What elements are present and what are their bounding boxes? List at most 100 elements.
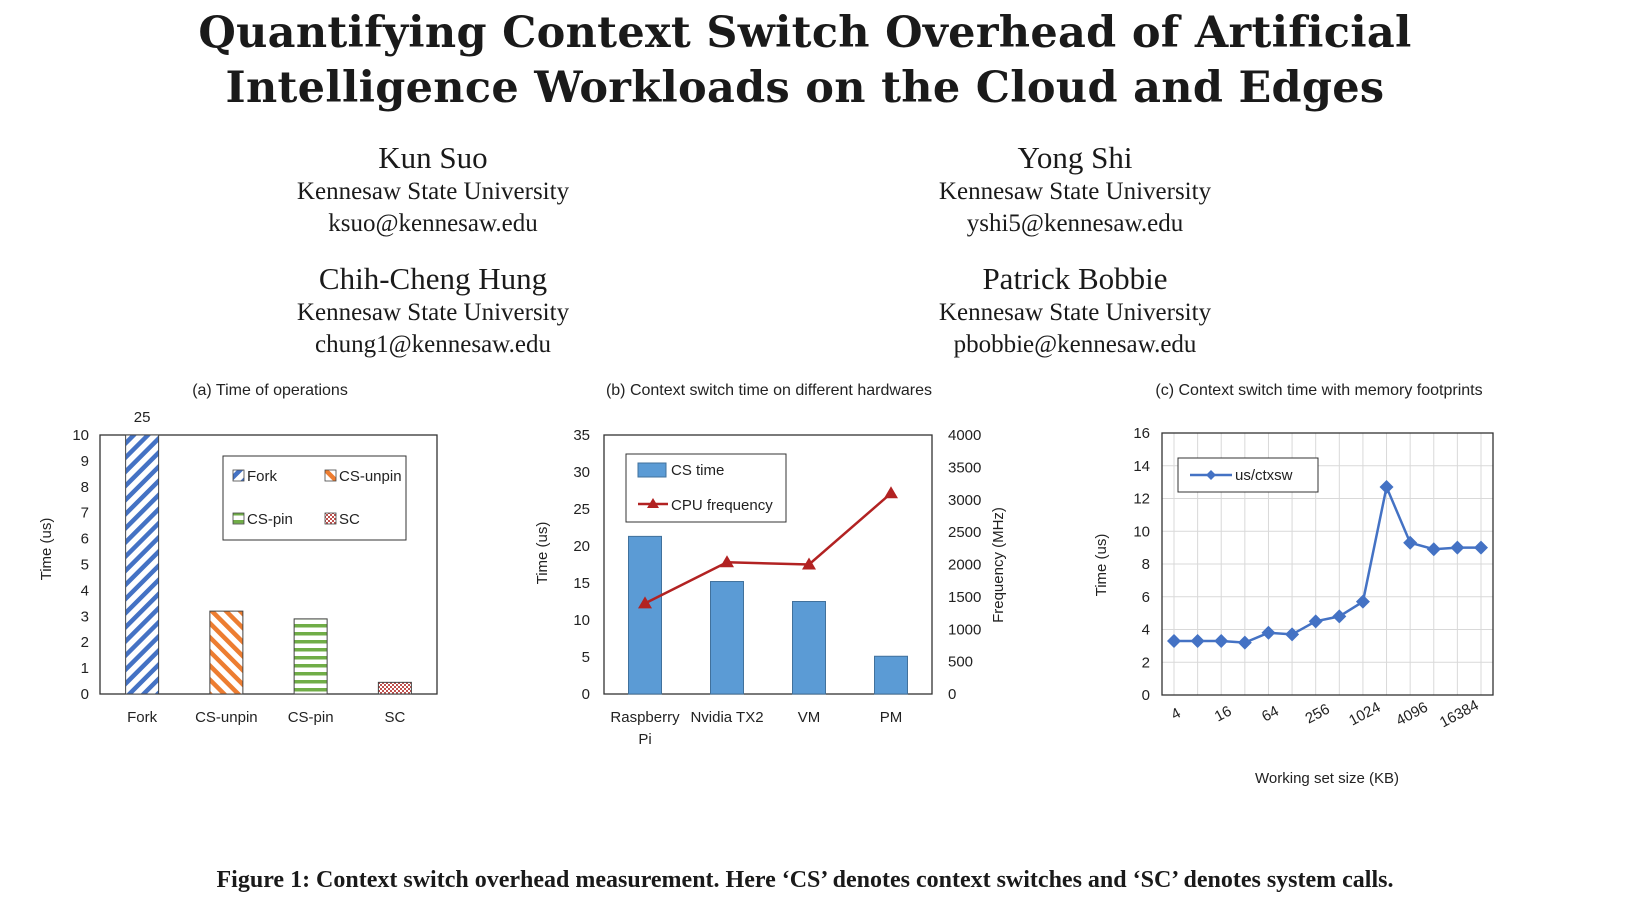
x-tick-label: VM [798,709,821,726]
x-tick-label: 16384 [1437,697,1482,732]
y-tick-label: 1 [81,660,89,677]
legend-label-sc: SC [339,511,360,528]
point-us-ctxsw [1403,535,1418,550]
chart-b-legend: CS time CPU frequency [625,453,787,523]
y-tick-label: 30 [573,464,590,481]
bar-cs-pin [293,618,328,695]
legend-label-cs-time: CS time [671,462,724,479]
chart-c-title: (c) Context switch time with memory foot… [1155,382,1482,399]
y-tick-label: 10 [1133,523,1150,540]
author-affiliation: Kennesaw State University [938,178,1212,205]
point-us-ctxsw [1474,540,1488,555]
x-tick-label: CS-unpin [195,709,258,726]
y-tick-label: 12 [1133,491,1150,508]
author-block: Chih-Cheng Hung Kennesaw State Universit… [123,261,743,361]
y2-tick-label: 2500 [948,524,981,541]
legend-label-cs-unpin: CS-unpin [339,468,402,485]
x-tick-label: CS-pin [288,709,334,726]
bar-raspberry-pi [628,535,662,695]
point-cpu-frequency [638,596,652,609]
y2-tick-label: 1500 [948,589,981,606]
y-tick-label: 8 [81,479,89,496]
point-us-ctxsw [1308,614,1323,629]
bar-pm [874,655,908,695]
y2-tick-label: 3500 [948,459,981,476]
y-tick-label: 14 [1133,458,1150,475]
data-label: 25 [134,409,151,426]
point-us-ctxsw [1285,627,1300,642]
chart-c: (c) Context switch time with memory foot… [1093,382,1494,787]
line-cpu-frequency [644,492,892,605]
y-tick-label: 20 [573,538,590,555]
point-us-ctxsw [1261,625,1276,640]
y-tick-label: 6 [1142,589,1150,606]
legend-swatch-cs-unpin [324,469,337,482]
point-us-ctxsw [1190,633,1205,648]
y-tick-label: 5 [582,649,590,666]
legend-label-cpu-frequency: CPU frequency [671,497,773,514]
y-tick-label: 8 [1142,556,1150,573]
point-cpu-frequency [802,557,816,570]
x-tick-label: Raspberry Pi [610,709,680,748]
chart-a-ylabel: Time (us) [38,518,55,581]
author-name: Yong Shi [1017,140,1133,175]
bar-sc [377,681,412,695]
chart-b-title: (b) Context switch time on different har… [606,382,932,399]
chart-b-plot-frame [603,434,933,695]
chart-c-xlabel: Working set size (KB) [1255,770,1399,787]
bar-vm [792,601,826,695]
chart-a: (a) Time of operations Time (us) 0 1 2 3 4 5 6… [38,382,438,726]
author-email[interactable]: chung1@kennesaw.edu [315,331,551,358]
y-tick-label: 25 [573,501,590,518]
y-tick-label: 2 [1142,654,1150,671]
author-email[interactable]: yshi5@kennesaw.edu [966,210,1184,237]
y2-tick-label: 1000 [948,621,981,638]
author-name: Chih-Cheng Hung [318,261,548,296]
bar-cs-unpin [209,610,244,695]
point-us-ctxsw [1332,609,1347,624]
y-tick-label: 0 [81,686,89,703]
chart-a-legend: Fork CS-unpin CS-pin SC [222,455,407,541]
y-tick-label: 3 [81,608,89,625]
bar-nvidia-tx2 [710,581,744,695]
y2-tick-label: 3000 [948,492,981,509]
legend-swatch-cs-pin [232,512,245,525]
y-tick-label: 4 [1142,622,1150,639]
x-tick-label: 4096 [1393,699,1430,730]
title-line-1: Quantifying Context Switch Overhead of A… [198,8,1412,58]
legend-marker-cpu-frequency [647,498,659,508]
y-tick-label: 4 [81,582,89,599]
author-email[interactable]: ksuo@kennesaw.edu [328,210,538,237]
chart-a-title: (a) Time of operations [192,382,348,399]
y2-tick-label: 500 [948,654,973,671]
point-us-ctxsw [1214,633,1229,648]
y-tick-label: 10 [72,427,89,444]
x-tick-label: 64 [1259,703,1282,726]
y-tick-label: 16 [1133,425,1150,442]
x-tick-label: Nvidia TX2 [690,709,763,726]
y-tick-label: 5 [81,557,89,574]
point-us-ctxsw [1426,542,1441,557]
legend-label-cs-pin: CS-pin [247,511,293,528]
y-tick-label: 9 [81,453,89,470]
author-name: Patrick Bobbie [982,261,1168,296]
point-us-ctxsw [1379,480,1394,495]
x-tick-label: 1024 [1346,699,1383,730]
chart-b: (b) Context switch time on different har… [534,382,1007,748]
point-cpu-frequency [720,555,734,568]
legend-swatch-sc [324,512,337,525]
y-tick-label: 6 [81,531,89,548]
y-tick-label: 15 [573,575,590,592]
legend-marker-us-ctxsw [1206,470,1216,480]
author-email[interactable]: pbobbie@kennesaw.edu [953,331,1197,358]
x-tick-label: 256 [1303,701,1333,728]
legend-swatch-cs-time [637,462,667,478]
author-affiliation: Kennesaw State University [296,299,570,326]
y-tick-label: 10 [573,612,590,629]
point-cpu-frequency [884,486,898,499]
author-block: Patrick Bobbie Kennesaw State University… [765,261,1385,361]
y-tick-label: 35 [573,427,590,444]
chart-c-plot-frame [1161,432,1494,696]
x-tick-label: 16 [1212,703,1235,726]
